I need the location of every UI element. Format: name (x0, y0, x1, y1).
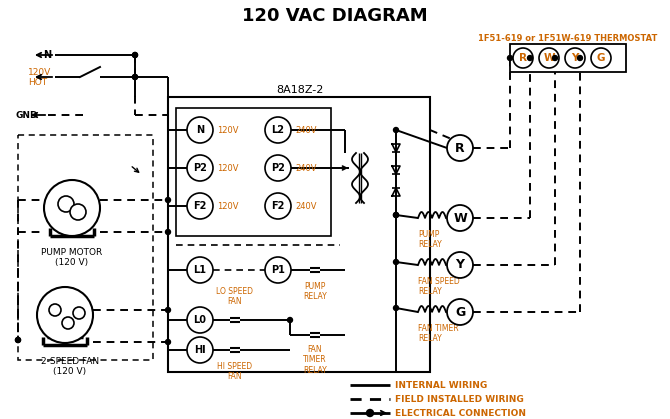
Text: FAN SPEED
RELAY: FAN SPEED RELAY (418, 277, 460, 296)
Circle shape (553, 55, 557, 60)
Text: HI: HI (194, 345, 206, 355)
Text: N: N (43, 50, 51, 60)
Text: 240V: 240V (295, 163, 316, 173)
Circle shape (539, 48, 559, 68)
Circle shape (366, 409, 373, 416)
Text: PUMP MOTOR: PUMP MOTOR (42, 248, 103, 257)
Circle shape (37, 287, 93, 343)
Circle shape (513, 48, 533, 68)
Circle shape (187, 257, 213, 283)
Circle shape (393, 259, 399, 264)
Text: PUMP
RELAY: PUMP RELAY (418, 230, 442, 249)
Circle shape (447, 299, 473, 325)
Circle shape (265, 155, 291, 181)
Text: (120 V): (120 V) (54, 367, 86, 376)
Circle shape (44, 180, 100, 236)
Text: HOT: HOT (28, 78, 47, 86)
Text: 120V: 120V (217, 126, 239, 134)
Circle shape (187, 155, 213, 181)
Text: INTERNAL WIRING: INTERNAL WIRING (395, 380, 487, 390)
Circle shape (447, 135, 473, 161)
Text: 1F51-619 or 1F51W-619 THERMOSTAT: 1F51-619 or 1F51W-619 THERMOSTAT (478, 34, 658, 42)
Circle shape (187, 307, 213, 333)
Text: R: R (519, 53, 527, 63)
Circle shape (187, 117, 213, 143)
Circle shape (133, 52, 137, 57)
Text: 120V: 120V (217, 202, 239, 210)
Circle shape (58, 196, 74, 212)
Circle shape (165, 308, 170, 313)
Circle shape (265, 193, 291, 219)
Circle shape (15, 337, 21, 342)
Circle shape (265, 257, 291, 283)
Circle shape (265, 117, 291, 143)
Circle shape (165, 197, 170, 202)
Text: LO SPEED
FAN: LO SPEED FAN (216, 287, 253, 306)
Circle shape (49, 304, 61, 316)
Circle shape (447, 205, 473, 231)
Circle shape (565, 48, 585, 68)
Text: FIELD INSTALLED WIRING: FIELD INSTALLED WIRING (395, 395, 524, 403)
Text: GND: GND (15, 111, 38, 119)
Text: W: W (543, 53, 555, 63)
Text: HI SPEED
FAN: HI SPEED FAN (218, 362, 253, 381)
Text: P1: P1 (271, 265, 285, 275)
Circle shape (393, 305, 399, 310)
Text: P2: P2 (271, 163, 285, 173)
Circle shape (527, 55, 533, 60)
Bar (168, 97, 430, 372)
Circle shape (165, 339, 170, 344)
Text: FAN TIMER
RELAY: FAN TIMER RELAY (418, 324, 459, 344)
Text: (120 V): (120 V) (56, 258, 88, 267)
Text: L2: L2 (271, 125, 285, 135)
Bar (18, 135, 153, 360)
Text: N: N (196, 125, 204, 135)
Circle shape (133, 75, 137, 80)
Text: L0: L0 (194, 315, 206, 325)
Text: HI: HI (76, 318, 82, 323)
Circle shape (507, 55, 513, 60)
Text: F2: F2 (194, 201, 206, 211)
Text: R: R (455, 142, 465, 155)
Circle shape (578, 55, 582, 60)
Text: 120V: 120V (28, 67, 51, 77)
Text: 120 VAC DIAGRAM: 120 VAC DIAGRAM (242, 7, 428, 25)
Text: W: W (453, 212, 467, 225)
Text: 240V: 240V (295, 126, 316, 134)
Circle shape (393, 212, 399, 217)
Text: L1: L1 (194, 265, 206, 275)
Circle shape (165, 230, 170, 235)
Circle shape (15, 337, 21, 342)
Text: PUMP
RELAY: PUMP RELAY (303, 282, 327, 301)
Text: Y: Y (572, 53, 579, 63)
Text: G: G (597, 53, 605, 63)
Text: 240V: 240V (295, 202, 316, 210)
Bar (510, 44, 626, 72)
Circle shape (287, 318, 293, 323)
Text: FAN
TIMER
RELAY: FAN TIMER RELAY (303, 345, 327, 375)
Circle shape (133, 52, 137, 57)
Text: LO: LO (57, 328, 65, 334)
Circle shape (393, 127, 399, 132)
Circle shape (62, 317, 74, 329)
Circle shape (393, 212, 399, 217)
Text: 120V: 120V (217, 163, 239, 173)
Circle shape (133, 75, 137, 80)
Circle shape (70, 204, 86, 220)
Text: ELECTRICAL CONNECTION: ELECTRICAL CONNECTION (395, 409, 526, 417)
Circle shape (187, 193, 213, 219)
Text: 8A18Z-2: 8A18Z-2 (276, 85, 324, 95)
Text: 2-SPEED FAN: 2-SPEED FAN (41, 357, 99, 366)
Text: F2: F2 (271, 201, 285, 211)
Bar (176, 108, 331, 236)
Circle shape (591, 48, 611, 68)
Text: COM: COM (47, 300, 62, 305)
Circle shape (73, 307, 85, 319)
Circle shape (187, 337, 213, 363)
Circle shape (447, 252, 473, 278)
Text: Y: Y (456, 259, 464, 272)
Text: G: G (455, 305, 465, 318)
Text: P2: P2 (193, 163, 207, 173)
